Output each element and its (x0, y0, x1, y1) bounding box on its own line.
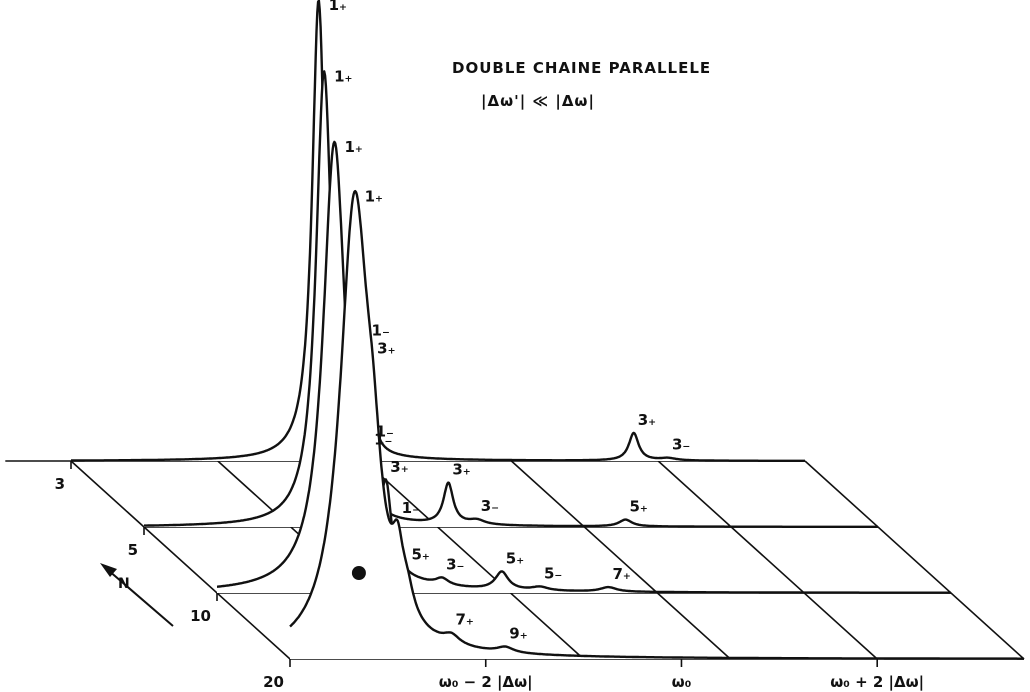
peak-labels: 1₊1₋3₊3₋1₊1₋3₊3₋ 5₊1₊1₋3₊3₋ 5₊5₋ 7₊1₊3₊1₋5₊… (329, 0, 691, 643)
peak-label: 9₊ (509, 625, 527, 643)
peak-label: 1₋ (374, 430, 392, 448)
peak-label: 5₊ (411, 546, 429, 564)
x-tick-label: ω₀ − 2 |Δω| (439, 673, 533, 692)
series-occluder (290, 191, 1024, 659)
peak-label: 1₊ (329, 0, 347, 14)
peak-label: 3₊ (638, 411, 656, 429)
peak-label: 3₊ (390, 458, 408, 476)
peak-label: 1₊ (334, 67, 352, 85)
grid-diagonal-line (804, 460, 1025, 660)
peak-label: 3₋ (672, 436, 690, 454)
peak-label: 5₊ (506, 549, 524, 567)
depth-axis-arrow (100, 563, 174, 627)
peak-label: 5₊ (630, 498, 648, 516)
peak-label: 1₋ (376, 422, 394, 440)
series-line-N10 (216, 140, 952, 594)
grid-diagonal-line (364, 460, 585, 660)
depth-tick-label: 5 (128, 541, 138, 559)
series-line-N5 (143, 70, 879, 528)
depth-tick-label: 20 (263, 673, 284, 691)
grid-diagonal-line (70, 460, 291, 660)
peak-label: 1₊ (365, 188, 383, 206)
chart-title-block: DOUBLE CHAINE PARALLELE |Δω'| ≪ |Δω| (452, 59, 711, 111)
depth-tick-label: 10 (190, 607, 211, 625)
peak-label: 1₋ (372, 322, 390, 340)
axes: N ω₀ − 2 |Δω| ω₀ ω₀ + 2 |Δω| 3 5 10 20 (55, 461, 924, 692)
series-line-N20 (289, 189, 1025, 660)
grid-diagonal-line (510, 460, 731, 660)
spectra-curves (70, 0, 1025, 660)
depth-tick-label: 3 (55, 475, 65, 493)
peak-label: 1₋ (402, 499, 420, 517)
x-tick-label: ω₀ + 2 |Δω| (830, 673, 924, 692)
peak-label: 3₋ (446, 555, 464, 573)
series-line-N3 (70, 0, 806, 462)
annotation-dot (351, 566, 366, 580)
grid-diagonal-line (657, 460, 878, 660)
x-tick-label: ω₀ (672, 673, 692, 691)
chart-title: DOUBLE CHAINE PARALLELE (452, 59, 711, 77)
peak-label: 1₊ (344, 138, 362, 156)
depth-axis-label: N (118, 576, 130, 592)
peak-label: 5₋ (544, 564, 562, 582)
chart-subtitle: |Δω'| ≪ |Δω| (481, 92, 595, 111)
peak-label: 3₋ (481, 497, 499, 515)
peak-label: 7₊ (612, 565, 630, 583)
peak-label: 3₊ (377, 339, 395, 357)
peak-label: 3₊ (452, 461, 470, 479)
peak-label: 7₊ (455, 611, 473, 629)
